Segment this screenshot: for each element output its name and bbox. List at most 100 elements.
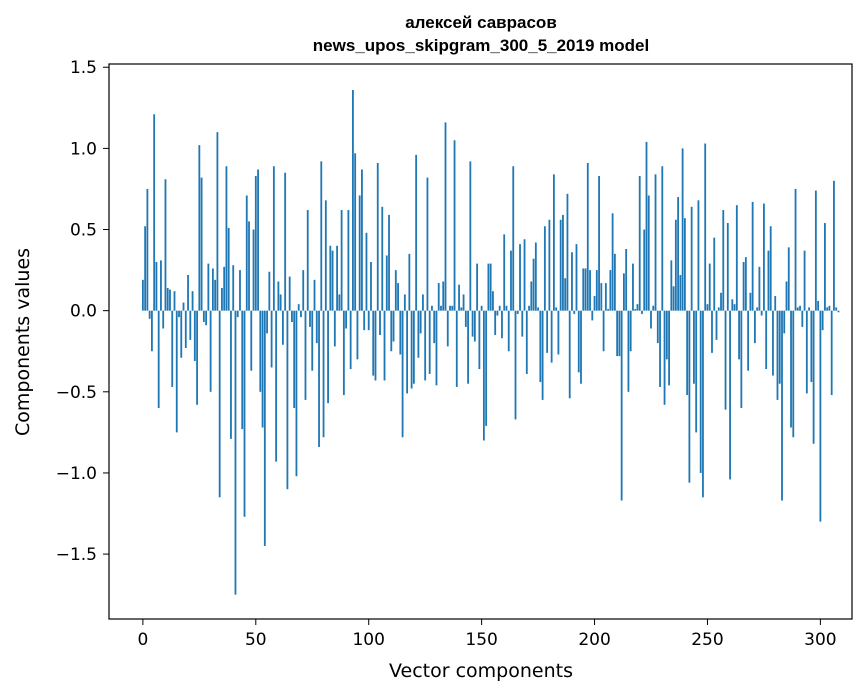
bar [315,310,318,344]
bar [528,305,530,311]
bar [539,310,542,383]
bar [812,310,815,444]
bar [263,310,266,546]
bar [338,294,341,311]
bar [178,310,180,318]
bar [288,276,291,311]
bar [733,304,736,311]
bar [374,310,377,381]
bar [566,193,569,311]
bar [792,310,795,438]
bar [261,310,264,428]
bar [503,234,506,311]
chart-title-line-1: алексей саврасов [405,13,557,32]
bar [320,161,323,311]
bar [153,114,156,311]
bar [309,310,311,327]
bar [464,310,467,327]
bar [674,219,677,311]
bar [223,266,226,311]
bar [440,305,442,311]
bar [837,310,840,313]
bar [708,263,711,311]
bar [216,132,219,311]
bar [826,307,829,311]
bar [340,210,343,311]
bar [313,279,316,311]
bar [239,270,241,311]
bar [187,274,189,311]
bar [537,307,539,311]
bar [713,237,716,311]
bar [693,310,695,384]
bar [392,310,395,342]
bar [715,310,718,340]
bar [162,310,165,329]
bar [211,268,214,311]
bar [284,172,287,311]
bar [774,296,777,311]
bar [830,310,833,396]
bar [681,148,684,311]
bar [650,310,652,329]
bar [471,310,474,337]
bar [810,310,813,383]
x-tick-label: 200 [578,630,610,650]
bar [141,279,144,311]
bar [738,310,740,360]
bar [543,226,546,311]
bar [347,210,350,311]
bar [767,250,770,311]
y-tick-label: −0.5 [56,383,97,403]
bar [462,294,465,311]
bar [586,162,589,311]
bar [166,287,169,311]
bar [833,180,835,311]
bar [769,226,772,311]
bar [191,291,194,311]
x-tick-label: 300 [804,630,836,650]
bar [530,281,533,311]
bar [408,253,411,311]
bar [453,140,456,311]
bar [376,162,379,311]
bar [632,263,634,311]
bar [467,310,469,384]
bar [151,310,153,352]
bar [756,307,759,311]
bar [492,291,494,311]
bar [668,310,670,386]
x-tick-label: 0 [137,630,148,650]
bar [573,310,576,314]
bar [627,310,630,392]
bar [546,310,549,353]
bar [688,310,691,483]
bar [333,310,336,347]
bar [672,286,675,311]
bar [225,166,228,311]
bar [744,257,747,311]
bar [638,175,641,311]
bar [602,310,605,352]
bar [591,310,594,321]
bar [401,310,404,438]
bar [365,232,368,311]
bar [659,310,661,387]
bar [442,281,445,311]
bar [291,310,293,323]
bar [252,229,255,311]
bar [661,166,664,311]
bar [494,310,497,336]
bar [485,310,488,426]
bar [740,310,743,409]
bar [268,271,271,311]
bar [656,310,659,344]
bar [548,219,551,311]
bar [202,310,205,323]
bar [446,310,449,347]
bar [286,310,289,490]
bar [173,291,176,311]
bar [342,310,345,396]
plot-area-frame [108,63,853,620]
